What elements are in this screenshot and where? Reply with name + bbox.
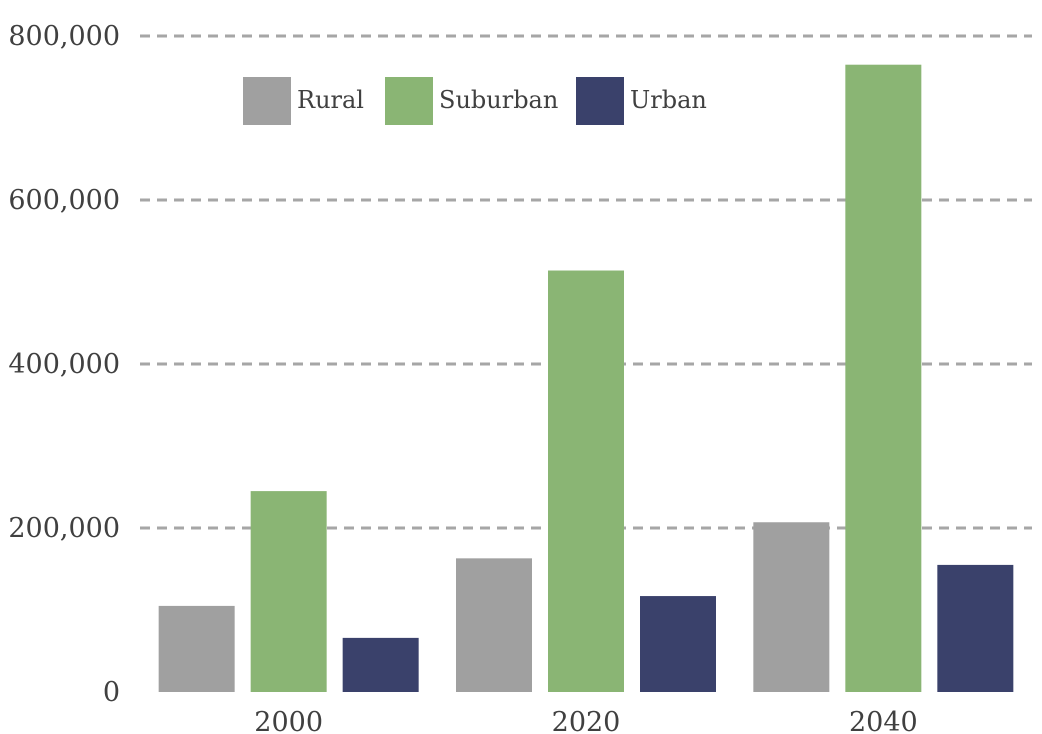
legend-swatch-urban: [576, 77, 624, 125]
y-tick-label: 200,000: [8, 513, 120, 544]
bar-suburban-2040: [845, 64, 922, 692]
legend-label-suburban: Suburban: [439, 86, 558, 114]
y-tick-label: 800,000: [8, 21, 120, 52]
legend-swatch-rural: [243, 77, 291, 125]
bars: [158, 64, 1014, 692]
bar-urban-2040: [937, 564, 1014, 692]
x-tick-label: 2000: [254, 707, 323, 734]
legend-swatch-suburban: [385, 77, 433, 125]
y-tick-label: 600,000: [8, 185, 120, 216]
bar-rural-2040: [753, 522, 830, 692]
bar-urban-2020: [640, 596, 716, 692]
legend-label-urban: Urban: [630, 86, 707, 114]
y-tick-label: 0: [103, 677, 120, 708]
legend: Rural Suburban Urban: [243, 77, 707, 125]
bar-rural-2000: [158, 605, 235, 692]
bar-suburban-2000: [250, 491, 327, 692]
bar-suburban-2020: [548, 270, 624, 692]
x-tick-label: 2020: [552, 707, 621, 734]
bar-rural-2020: [456, 558, 532, 692]
x-tick-label: 2040: [849, 707, 918, 734]
legend-label-rural: Rural: [297, 86, 364, 114]
x-axis: 2000 2020 2040: [254, 707, 917, 734]
bar-urban-2000: [342, 637, 419, 692]
y-axis: 0 200,000 400,000 600,000 800,000: [8, 21, 120, 708]
y-tick-label: 400,000: [8, 349, 120, 380]
